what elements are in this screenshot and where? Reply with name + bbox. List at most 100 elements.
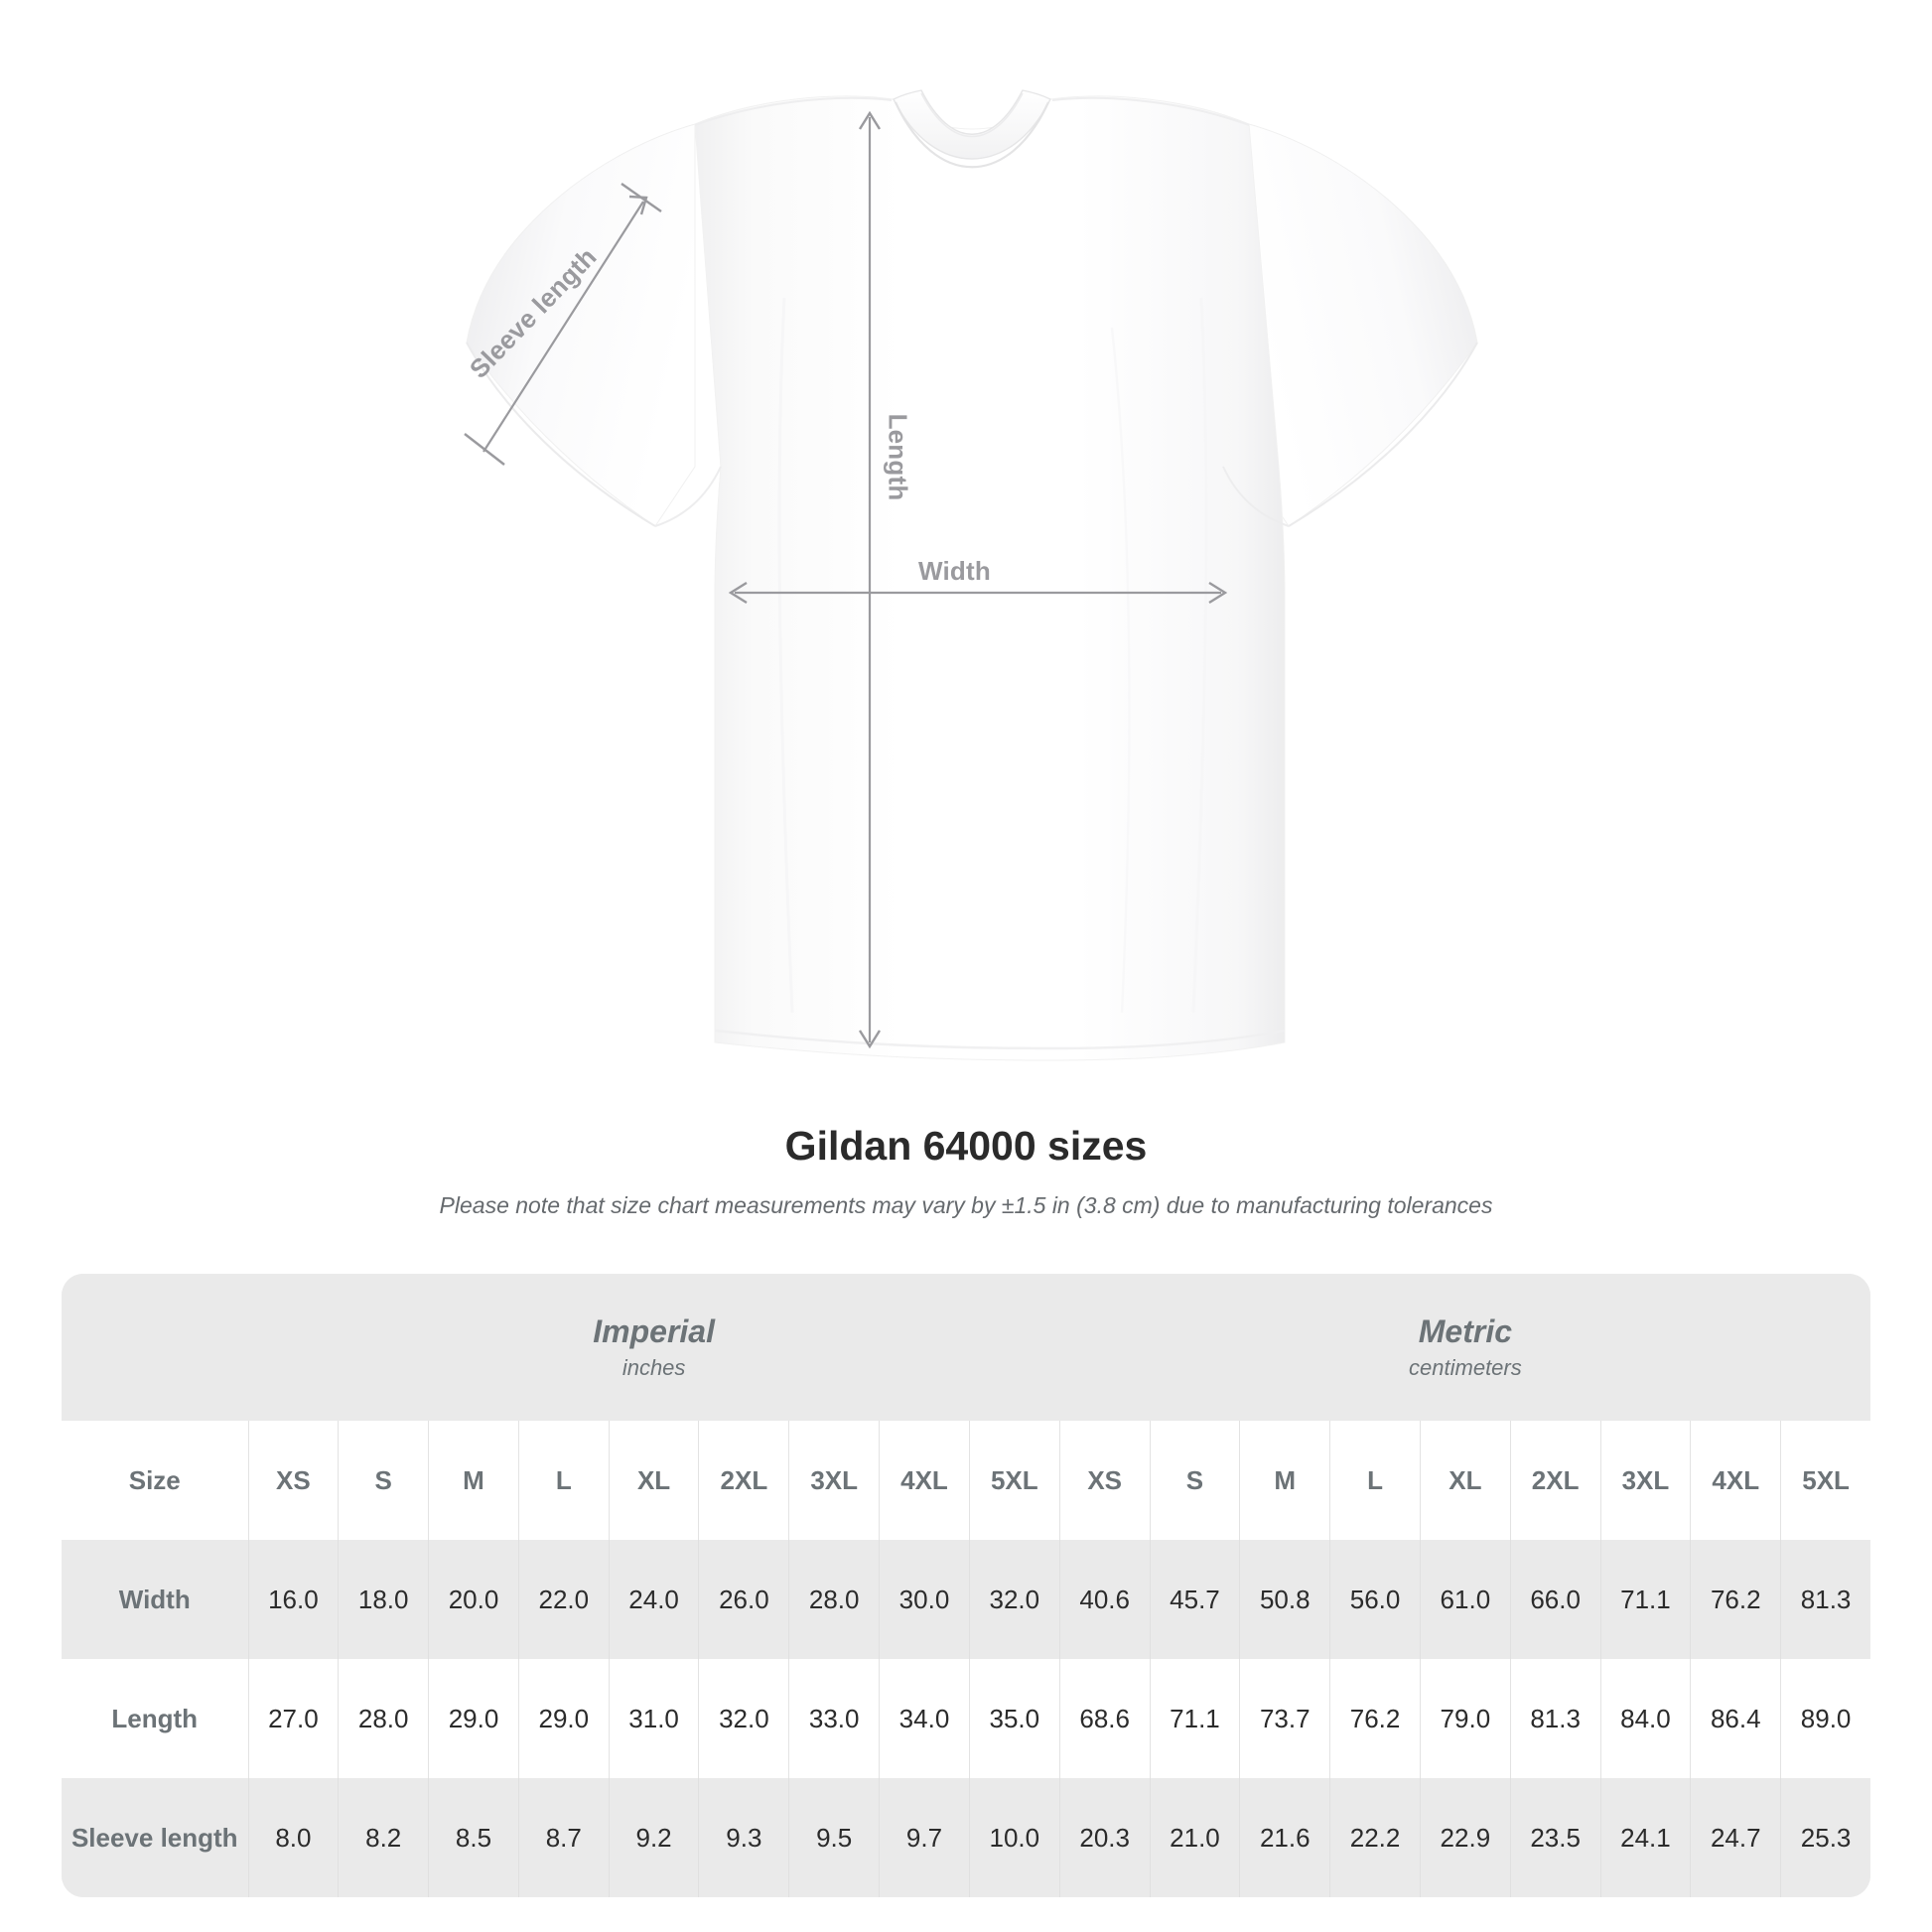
sleeve-met-xs: 20.3 [1058, 1778, 1151, 1897]
sleeve-imp-m: 8.5 [428, 1778, 519, 1897]
length-met-m: 73.7 [1239, 1659, 1331, 1778]
sleeve-met-s: 21.0 [1149, 1778, 1241, 1897]
size-header-imp-xl: XL [608, 1421, 700, 1540]
sleeve-met-xl: 22.9 [1419, 1778, 1511, 1897]
size-row-label: Size [62, 1421, 248, 1540]
sleeve-imp-l: 8.7 [517, 1778, 610, 1897]
size-header-met-m: M [1239, 1421, 1331, 1540]
width-met-m: 50.8 [1239, 1540, 1331, 1659]
size-header-imp-5xl: 5XL [968, 1421, 1060, 1540]
table-row: Sleeve length 8.0 8.2 8.5 8.7 9.2 9.3 9.… [62, 1778, 1870, 1897]
size-header-imp-m: M [428, 1421, 519, 1540]
width-imp-l: 22.0 [517, 1540, 610, 1659]
size-header-met-s: S [1149, 1421, 1241, 1540]
width-imp-5xl: 32.0 [968, 1540, 1060, 1659]
sleeve-imp-2xl: 9.3 [698, 1778, 790, 1897]
length-imp-xl: 31.0 [608, 1659, 700, 1778]
tolerance-note: Please note that size chart measurements… [439, 1192, 1493, 1219]
size-header-imp-3xl: 3XL [788, 1421, 881, 1540]
size-header-imp-2xl: 2XL [698, 1421, 790, 1540]
length-imp-xs: 27.0 [247, 1659, 340, 1778]
length-met-3xl: 84.0 [1599, 1659, 1692, 1778]
size-header-met-4xl: 4XL [1690, 1421, 1782, 1540]
size-header-met-2xl: 2XL [1509, 1421, 1601, 1540]
width-imp-2xl: 26.0 [698, 1540, 790, 1659]
length-met-4xl: 86.4 [1690, 1659, 1782, 1778]
width-imp-s: 18.0 [338, 1540, 430, 1659]
imperial-name: Imperial [593, 1312, 715, 1349]
size-header-imp-l: L [517, 1421, 610, 1540]
row-label-length: Length [62, 1659, 248, 1778]
size-header-imp-4xl: 4XL [879, 1421, 970, 1540]
row-label-width: Width [62, 1540, 248, 1659]
tshirt-diagram: Sleeve length Length Width [464, 89, 1478, 1061]
width-met-l: 56.0 [1329, 1540, 1421, 1659]
tshirt-body [466, 89, 1478, 1061]
width-label: Width [918, 556, 991, 586]
width-imp-4xl: 30.0 [879, 1540, 970, 1659]
measurement-annotations [464, 110, 1228, 1049]
width-met-3xl: 71.1 [1599, 1540, 1692, 1659]
length-imp-2xl: 32.0 [698, 1659, 790, 1778]
sleeve-imp-xs: 8.0 [247, 1778, 340, 1897]
length-met-xs: 68.6 [1058, 1659, 1151, 1778]
length-met-5xl: 89.0 [1780, 1659, 1870, 1778]
width-met-xs: 40.6 [1058, 1540, 1151, 1659]
width-met-4xl: 76.2 [1690, 1540, 1782, 1659]
unit-header-row: Imperial inches Metric centimeters [62, 1274, 1870, 1421]
length-imp-s: 28.0 [338, 1659, 430, 1778]
sleeve-imp-5xl: 10.0 [968, 1778, 1060, 1897]
width-met-2xl: 66.0 [1509, 1540, 1601, 1659]
sleeve-met-4xl: 24.7 [1690, 1778, 1782, 1897]
sleeve-met-l: 22.2 [1329, 1778, 1421, 1897]
sleeve-imp-4xl: 9.7 [879, 1778, 970, 1897]
sleeve-met-5xl: 25.3 [1780, 1778, 1870, 1897]
length-imp-3xl: 33.0 [788, 1659, 881, 1778]
length-label: Length [883, 413, 913, 501]
metric-sub: centimeters [1409, 1354, 1522, 1380]
length-imp-5xl: 35.0 [968, 1659, 1060, 1778]
size-header-met-5xl: 5XL [1780, 1421, 1870, 1540]
width-imp-xs: 16.0 [247, 1540, 340, 1659]
sleeve-imp-3xl: 9.5 [788, 1778, 881, 1897]
width-met-xl: 61.0 [1419, 1540, 1511, 1659]
sleeve-met-m: 21.6 [1239, 1778, 1331, 1897]
sleeve-met-2xl: 23.5 [1509, 1778, 1601, 1897]
size-table-container: Imperial inches Metric centimeters Size … [62, 1274, 1870, 1897]
length-met-s: 71.1 [1149, 1659, 1241, 1778]
width-met-5xl: 81.3 [1780, 1540, 1870, 1659]
sleeve-met-3xl: 24.1 [1599, 1778, 1692, 1897]
size-header-met-xs: XS [1058, 1421, 1151, 1540]
length-imp-m: 29.0 [428, 1659, 519, 1778]
length-met-xl: 79.0 [1419, 1659, 1511, 1778]
row-label-sleeve-length: Sleeve length [62, 1778, 248, 1897]
width-imp-m: 20.0 [428, 1540, 519, 1659]
length-met-2xl: 81.3 [1509, 1659, 1601, 1778]
size-header-met-l: L [1329, 1421, 1421, 1540]
imperial-sub: inches [621, 1354, 686, 1380]
tshirt-illustration [464, 89, 1478, 1061]
width-met-s: 45.7 [1149, 1540, 1241, 1659]
size-header-imp-s: S [338, 1421, 430, 1540]
size-table: Imperial inches Metric centimeters Size … [62, 1274, 1870, 1897]
unit-header-metric: Metric centimeters [1059, 1274, 1870, 1421]
width-imp-3xl: 28.0 [788, 1540, 881, 1659]
size-header-met-3xl: 3XL [1599, 1421, 1692, 1540]
size-header-imp-xs: XS [247, 1421, 340, 1540]
length-imp-l: 29.0 [517, 1659, 610, 1778]
length-imp-4xl: 34.0 [879, 1659, 970, 1778]
metric-name: Metric [1418, 1312, 1513, 1349]
page-title: Gildan 64000 sizes [784, 1123, 1148, 1169]
table-row: Width 16.0 18.0 20.0 22.0 24.0 26.0 28.0… [62, 1540, 1870, 1659]
unit-header-spacer [62, 1274, 248, 1421]
table-row: Length 27.0 28.0 29.0 29.0 31.0 32.0 33.… [62, 1659, 1870, 1778]
sleeve-imp-s: 8.2 [338, 1778, 430, 1897]
sleeve-imp-xl: 9.2 [608, 1778, 700, 1897]
unit-header-imperial: Imperial inches [248, 1274, 1060, 1421]
width-imp-xl: 24.0 [608, 1540, 700, 1659]
length-met-l: 76.2 [1329, 1659, 1421, 1778]
size-header-met-xl: XL [1419, 1421, 1511, 1540]
size-header-row: Size XS S M L XL 2XL 3XL 4XL 5XL XS S M … [62, 1421, 1870, 1540]
title-block: Gildan 64000 sizes Please note that size… [0, 1122, 1932, 1219]
